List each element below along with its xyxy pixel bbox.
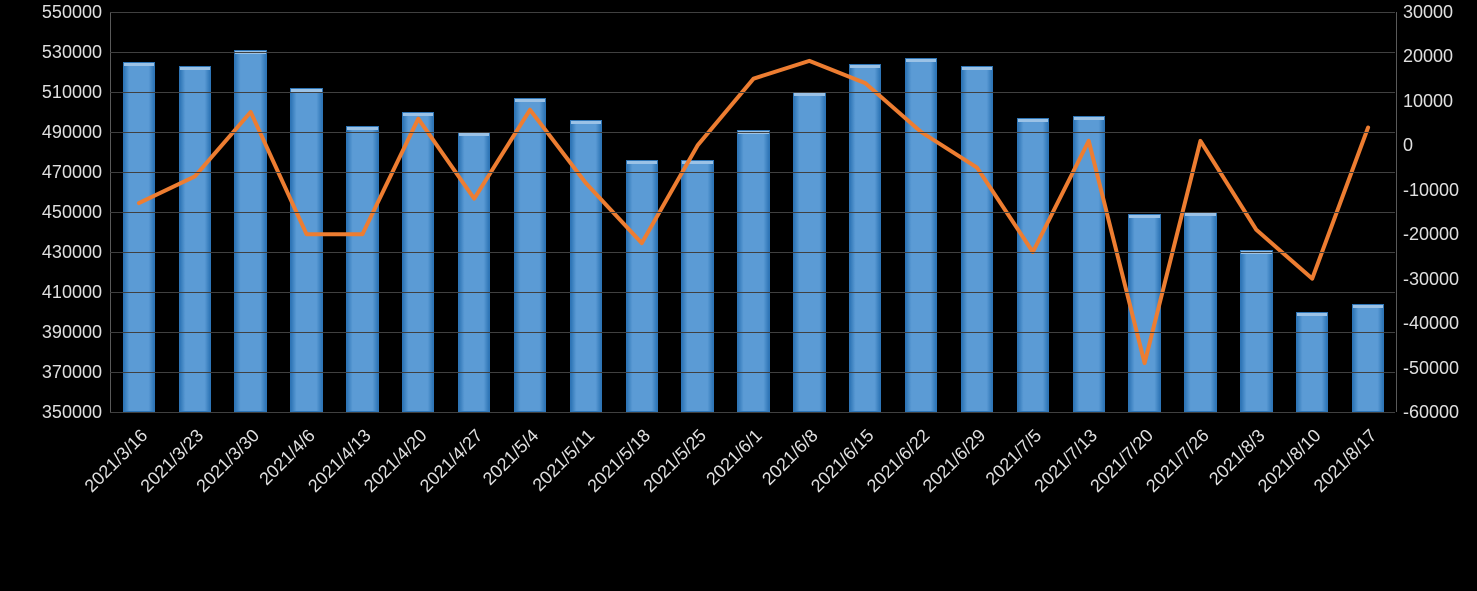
y-right-tick-label: 30000 [1403, 3, 1453, 21]
y-left-tick-label: 430000 [42, 243, 102, 261]
y-right-tick-label: -50000 [1403, 359, 1459, 377]
y-left-tick-label: 350000 [42, 403, 102, 421]
y-left-tick-label: 370000 [42, 363, 102, 381]
x-tick-label: 2021/6/22 [269, 426, 932, 591]
combo-chart: 350000 370000 390000 410000 430000 450000 4700… [0, 0, 1477, 591]
y-left-tick-label: 490000 [42, 123, 102, 141]
y-left-tick-label: 470000 [42, 163, 102, 181]
y-right-tick-label: 20000 [1403, 47, 1453, 65]
y-right-tick-label: -30000 [1403, 270, 1459, 288]
gridline [110, 252, 1395, 253]
gridline [110, 212, 1395, 213]
y-right-tick-label: -10000 [1403, 181, 1459, 199]
gridline [110, 332, 1395, 333]
y-right-tick-label: -60000 [1403, 403, 1459, 421]
y-right-tick-label: 10000 [1403, 92, 1453, 110]
y-left-tick-label: 510000 [42, 83, 102, 101]
y-left-tick-label: 530000 [42, 43, 102, 61]
y-left-tick-label: 450000 [42, 203, 102, 221]
y-left-tick-label: 410000 [42, 283, 102, 301]
y-right-tick-label: -20000 [1403, 225, 1459, 243]
y-right-tick-label: 0 [1403, 136, 1413, 154]
gridline [110, 12, 1395, 13]
y-left-tick-label: 550000 [42, 3, 102, 21]
gridline [110, 92, 1395, 93]
gridline [110, 372, 1395, 373]
y-left-tick-label: 390000 [42, 323, 102, 341]
gridline [110, 292, 1395, 293]
x-tick-label: 2021/3/16 [40, 426, 150, 536]
x-tick-label: 2021/7/13 [319, 426, 1101, 591]
gridline [110, 172, 1395, 173]
gridline [110, 132, 1395, 133]
gridline [110, 52, 1395, 53]
gridline [110, 412, 1395, 413]
y-right-tick-label: -40000 [1403, 314, 1459, 332]
